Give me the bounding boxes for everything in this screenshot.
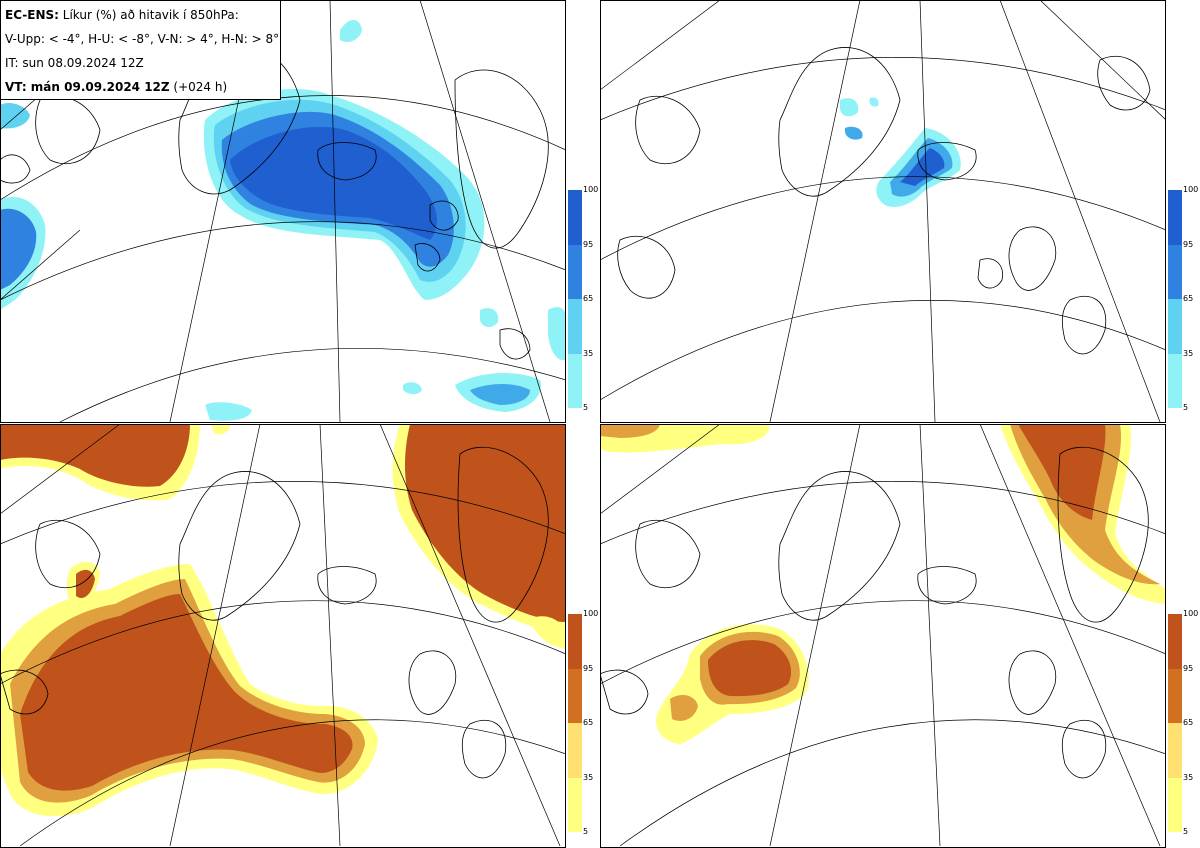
colorbar-segment [1168,614,1182,669]
colorbar-tick-label: 35 [583,772,594,782]
legend-thresholds: V-Upp: < -4°, H-U: < -8°, V-N: > 4°, H-N… [5,32,280,46]
graticule [600,0,1166,422]
coastlines [600,446,1149,779]
legend-valid-time: VT: mán 09.09.2024 12Z (+024 h) [5,75,275,99]
map-cold-minus8 [600,0,1166,422]
legend-valid-date: VT: mán 09.09.2024 12Z [5,80,170,94]
colorbar-segment [1168,777,1182,832]
map-warm-plus4 [0,424,566,846]
colorbar-top-left: 100 95 65 35 5 [568,186,598,412]
colorbar-tick-label: 100 [583,185,599,194]
colorbar-tick-label: 35 [583,348,594,358]
legend-init-time: IT: sun 08.09.2024 12Z [5,56,144,70]
colorbar-tick-label: 5 [1183,403,1189,412]
map-warm-plus8 [600,424,1166,846]
colorbar-tick-label: 100 [1183,609,1199,618]
prob-field [0,424,566,817]
colorbar-tick-label: 100 [583,609,599,618]
legend-description: Líkur (%) að hitavik í 850hPa: [58,8,239,22]
colorbar-tick-label: 95 [1183,663,1194,673]
panel-cold-minus4: EC-ENS: Líkur (%) að hitavik í 850hPa: V… [0,0,566,422]
colorbar-tick-label: 5 [583,403,589,412]
colorbar-segment [568,299,582,354]
colorbar-tick-label: 65 [1183,294,1194,303]
colorbar-tick-label: 65 [583,294,594,303]
colorbar-tick-label: 35 [1183,348,1194,358]
colorbar-segment [1168,668,1182,723]
colorbar-tick-label: 35 [1183,772,1194,782]
map-cold-minus4 [0,0,566,422]
panel-warm-plus4 [0,424,566,846]
colorbar-segment [568,190,582,245]
colorbar-segment [1168,723,1182,778]
colorbar-tick-label: 65 [1183,718,1194,727]
colorbar-tick-label: 5 [583,827,589,836]
colorbar-segment [1168,299,1182,354]
coastlines [617,47,1151,355]
colorbar-segment [568,723,582,778]
colorbar-segment [568,668,582,723]
colorbar-tick-label: 95 [583,239,594,249]
colorbar-segment [568,244,582,299]
colorbar-segment [1168,190,1182,245]
prob-field [0,19,566,421]
graticule [600,424,1166,846]
panel-warm-plus8 [600,424,1166,846]
colorbar-tick-label: 65 [583,718,594,727]
colorbar-top-right: 100 95 65 35 5 [1168,186,1198,412]
colorbar-bottom-right: 100 95 65 35 5 [1168,610,1198,836]
legend-title: EC-ENS: Líkur (%) að hitavik í 850hPa: [5,3,275,27]
colorbar-tick-label: 5 [1183,827,1189,836]
map-legend: EC-ENS: Líkur (%) að hitavik í 850hPa: V… [0,0,281,100]
colorbar-segment [568,777,582,832]
legend-lead-time: (+024 h) [169,80,228,94]
colorbar-segment [568,614,582,669]
colorbar-segment [1168,244,1182,299]
panel-cold-minus8 [600,0,1166,422]
colorbar-segment [568,353,582,408]
legend-model: EC-ENS: [5,8,59,22]
coastlines [0,446,549,779]
colorbar-tick-label: 100 [1183,185,1199,194]
prob-field [840,97,961,207]
colorbar-segment [1168,353,1182,408]
graticule [0,424,566,846]
colorbar-tick-label: 95 [1183,239,1194,249]
prob-field [600,424,1166,744]
colorbar-tick-label: 95 [583,663,594,673]
colorbar-bottom-left: 100 95 65 35 5 [568,610,598,836]
